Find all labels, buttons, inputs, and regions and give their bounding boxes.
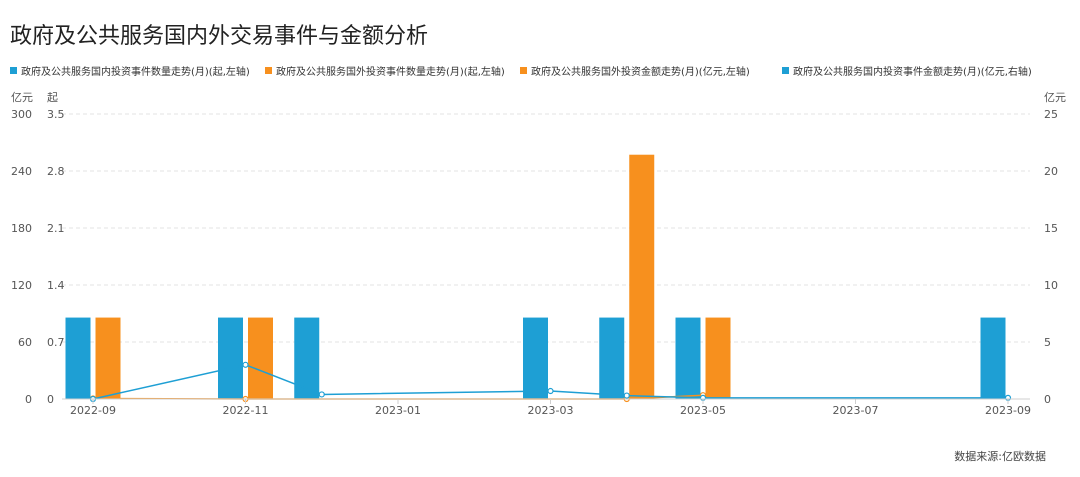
data-point — [318, 391, 325, 398]
axis-unit-amount-left: 亿元 — [11, 91, 33, 104]
legend-item-foreign-count[interactable]: 政府及公共服务国外投资事件数量走势(月)(起,左轴) — [265, 66, 505, 80]
legend-swatch-icon — [520, 67, 527, 74]
y-tick-label-amount-right: 0 — [1044, 393, 1051, 406]
data-source: 数据来源:亿欧数据 — [954, 450, 1046, 463]
y-tick-label-amount-right: 20 — [1044, 165, 1058, 178]
bar — [248, 317, 273, 399]
y-tick-label-count-left: 2.8 — [47, 165, 65, 178]
y-tick-label-amount-right: 15 — [1044, 222, 1058, 235]
bar — [675, 317, 701, 399]
y-tick-label-amount-left: 60 — [18, 336, 32, 349]
data-point — [547, 387, 554, 395]
y-tick-label-amount-left: 0 — [25, 393, 32, 406]
y-tick-label-amount-right: 10 — [1044, 279, 1058, 292]
legend-item-domestic-count[interactable]: 政府及公共服务国内投资事件数量走势(月)(起,左轴) — [10, 66, 250, 80]
y-tick-label-amount-right: 25 — [1044, 108, 1058, 121]
y-tick-label-count-left: 1.4 — [47, 279, 65, 292]
page-title: 政府及公共服务国内外交易事件与金额分析 — [10, 24, 429, 49]
bars — [65, 154, 1006, 399]
legend-label: 政府及公共服务国外投资事件数量走势(月)(起,左轴) — [276, 67, 505, 78]
x-tick-label: 2022-11 — [223, 404, 269, 417]
data-point — [242, 361, 249, 368]
x-tick-label: 2023-09 — [985, 404, 1031, 417]
axes: 0 0 0 60 0.7 5 120 1.4 10 180 2.1 15 240 2.8 20 300 3.5 2… — [11, 108, 1058, 417]
legend: 政府及公共服务国内投资事件数量走势(月)(起,左轴) 政府及公共服务国外投资事件… — [10, 66, 1070, 82]
y-tick-label-amount-right: 5 — [1044, 336, 1051, 349]
bar — [980, 317, 1006, 399]
y-tick-label-amount-left: 300 — [11, 108, 32, 121]
legend-label: 政府及公共服务国外投资金额走势(月)(亿元,左轴) — [531, 67, 750, 78]
y-tick-label-amount-left: 120 — [11, 279, 32, 292]
axis-unit-count-left: 起 — [47, 91, 58, 104]
x-tick-label: 2023-01 — [375, 404, 421, 417]
legend-item-domestic-amount[interactable]: 政府及公共服务国内投资事件金额走势(月)(亿元,右轴) — [782, 66, 1032, 80]
y-tick-label-count-left: 0.7 — [47, 336, 65, 349]
x-tick-label: 2022-09 — [70, 404, 116, 417]
x-tick-label: 2023-05 — [680, 404, 726, 417]
bar — [65, 317, 91, 399]
legend-label: 政府及公共服务国内投资事件金额走势(月)(亿元,右轴) — [793, 67, 1032, 78]
bar — [95, 317, 121, 399]
bar — [599, 317, 625, 399]
grid-lines — [62, 113, 1030, 343]
y-tick-label-amount-left: 180 — [11, 222, 32, 235]
legend-item-foreign-amount[interactable]: 政府及公共服务国外投资金额走势(月)(亿元,左轴) — [520, 66, 750, 80]
y-tick-label-count-left: 0 — [47, 393, 54, 406]
bar — [218, 317, 243, 399]
y-tick-label-amount-left: 240 — [11, 165, 32, 178]
data-point — [623, 392, 630, 399]
legend-swatch-icon — [10, 67, 17, 74]
legend-swatch-icon — [782, 67, 789, 74]
legend-label: 政府及公共服务国内投资事件数量走势(月)(起,左轴) — [21, 67, 250, 78]
x-tick-label: 2023-07 — [833, 404, 879, 417]
legend-swatch-icon — [265, 67, 272, 74]
bar — [705, 317, 731, 399]
bar — [523, 317, 548, 399]
y-tick-label-count-left: 2.1 — [47, 222, 65, 235]
bar — [629, 154, 655, 399]
bar — [294, 317, 320, 399]
y-tick-label-count-left: 3.5 — [47, 108, 65, 121]
axis-unit-amount-right: 亿元 — [1044, 91, 1066, 104]
x-tick-label: 2023-03 — [528, 404, 574, 417]
